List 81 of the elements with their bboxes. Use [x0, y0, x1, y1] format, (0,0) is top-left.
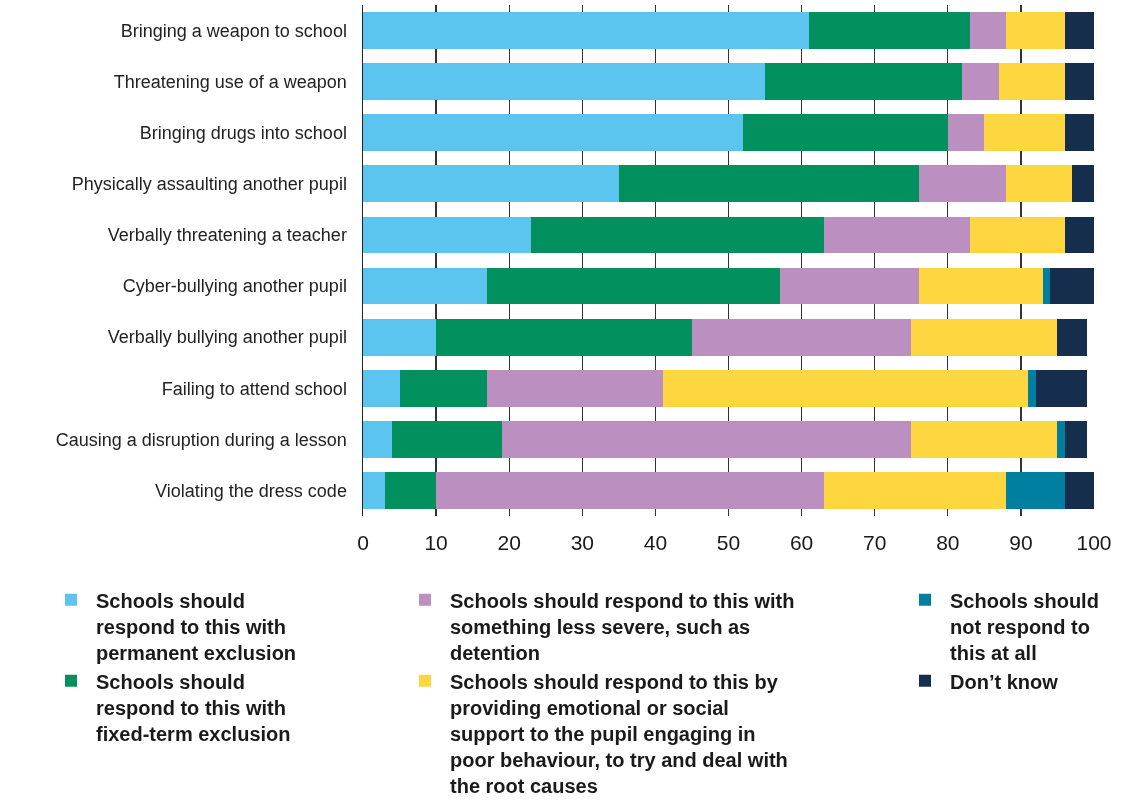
bar	[436, 318, 692, 356]
bar	[363, 63, 766, 101]
y-tick-label: Cyber-bullying another pupil	[122, 276, 347, 297]
bar	[823, 216, 970, 254]
bar	[1064, 216, 1094, 254]
y-tick-label: Bringing drugs into school	[139, 123, 347, 144]
bar	[743, 114, 948, 152]
bar	[436, 472, 824, 509]
bar	[1057, 318, 1087, 356]
bar	[392, 420, 502, 458]
bar	[1064, 472, 1094, 509]
x-tick-label: 30	[570, 531, 594, 554]
x-tick-label: 90	[1009, 531, 1033, 554]
bar	[998, 63, 1065, 101]
bar	[1064, 12, 1094, 49]
y-tick-label: Causing a disruption during a lesson	[55, 429, 347, 450]
y-tick-label: Failing to attend school	[161, 378, 347, 399]
bar	[1006, 165, 1073, 203]
legend-label: Don’t know	[950, 670, 1059, 693]
bar	[911, 420, 1058, 458]
bar	[1057, 420, 1065, 458]
y-tick-label: Bringing a weapon to school	[120, 20, 347, 41]
x-tick-label: 10	[424, 531, 448, 554]
x-tick-label: 50	[716, 531, 741, 554]
bar	[1006, 12, 1065, 49]
bar	[1064, 114, 1094, 152]
bar	[363, 267, 488, 305]
legend-label: Schools should respond to this with permanent exclusion	[96, 589, 297, 664]
bar	[1028, 369, 1036, 407]
bar	[363, 318, 437, 356]
bar	[969, 12, 1007, 49]
bar	[487, 267, 780, 305]
bar	[1006, 472, 1065, 509]
x-tick-label: 0	[357, 531, 369, 554]
x-tick-label: 70	[863, 531, 887, 554]
bar	[363, 420, 393, 458]
bar	[1064, 420, 1087, 458]
y-tick-label: Violating the dress code	[155, 480, 347, 501]
legend-label: Schools should not respond to this at all	[950, 589, 1099, 664]
bar	[501, 420, 912, 458]
legend-label: Schools should respond to this with fixed-term exclusion	[96, 670, 291, 745]
y-tick-label: Verbally threatening a teacher	[107, 225, 347, 246]
bar	[1042, 267, 1051, 305]
x-tick-label: 100	[1076, 531, 1112, 554]
bar	[399, 369, 488, 407]
x-tick-label: 40	[643, 531, 668, 554]
legend-label: Schools should respond to this with something less severe, such as detention	[450, 589, 795, 664]
x-tick-label: 80	[936, 531, 960, 554]
bar	[487, 369, 663, 407]
x-tick-label: 60	[789, 531, 814, 554]
bar	[969, 216, 1065, 254]
bar	[531, 216, 824, 254]
bar	[765, 63, 963, 101]
x-tick-label: 20	[497, 531, 521, 554]
bar	[911, 318, 1058, 356]
bar	[918, 165, 1007, 203]
bar	[384, 472, 437, 509]
bar	[363, 369, 400, 407]
y-tick-label: Verbally bullying another pupil	[107, 327, 347, 348]
bar	[984, 114, 1065, 152]
bar	[1050, 267, 1094, 305]
bar	[691, 318, 912, 356]
y-tick-label: Physically assaulting another pupil	[71, 174, 347, 195]
bar	[1064, 63, 1094, 101]
bar	[1072, 165, 1094, 203]
bar	[918, 267, 1043, 305]
bar	[363, 114, 744, 152]
bar	[363, 216, 532, 254]
bar	[363, 472, 385, 509]
bar	[662, 369, 1029, 407]
bar	[1035, 369, 1087, 407]
bar	[823, 472, 1007, 509]
bar	[962, 63, 999, 101]
legend-label: Schools should respond to this by providing emotional or social support to the pupil engaging in poor behaviour, to try and deal with the root causes	[450, 670, 788, 797]
bar	[618, 165, 919, 203]
bar	[363, 165, 619, 203]
bar	[779, 267, 919, 305]
y-tick-label: Threatening use of a weapon	[113, 71, 347, 92]
bar	[808, 12, 970, 49]
bar	[363, 12, 809, 49]
bar	[947, 114, 985, 152]
